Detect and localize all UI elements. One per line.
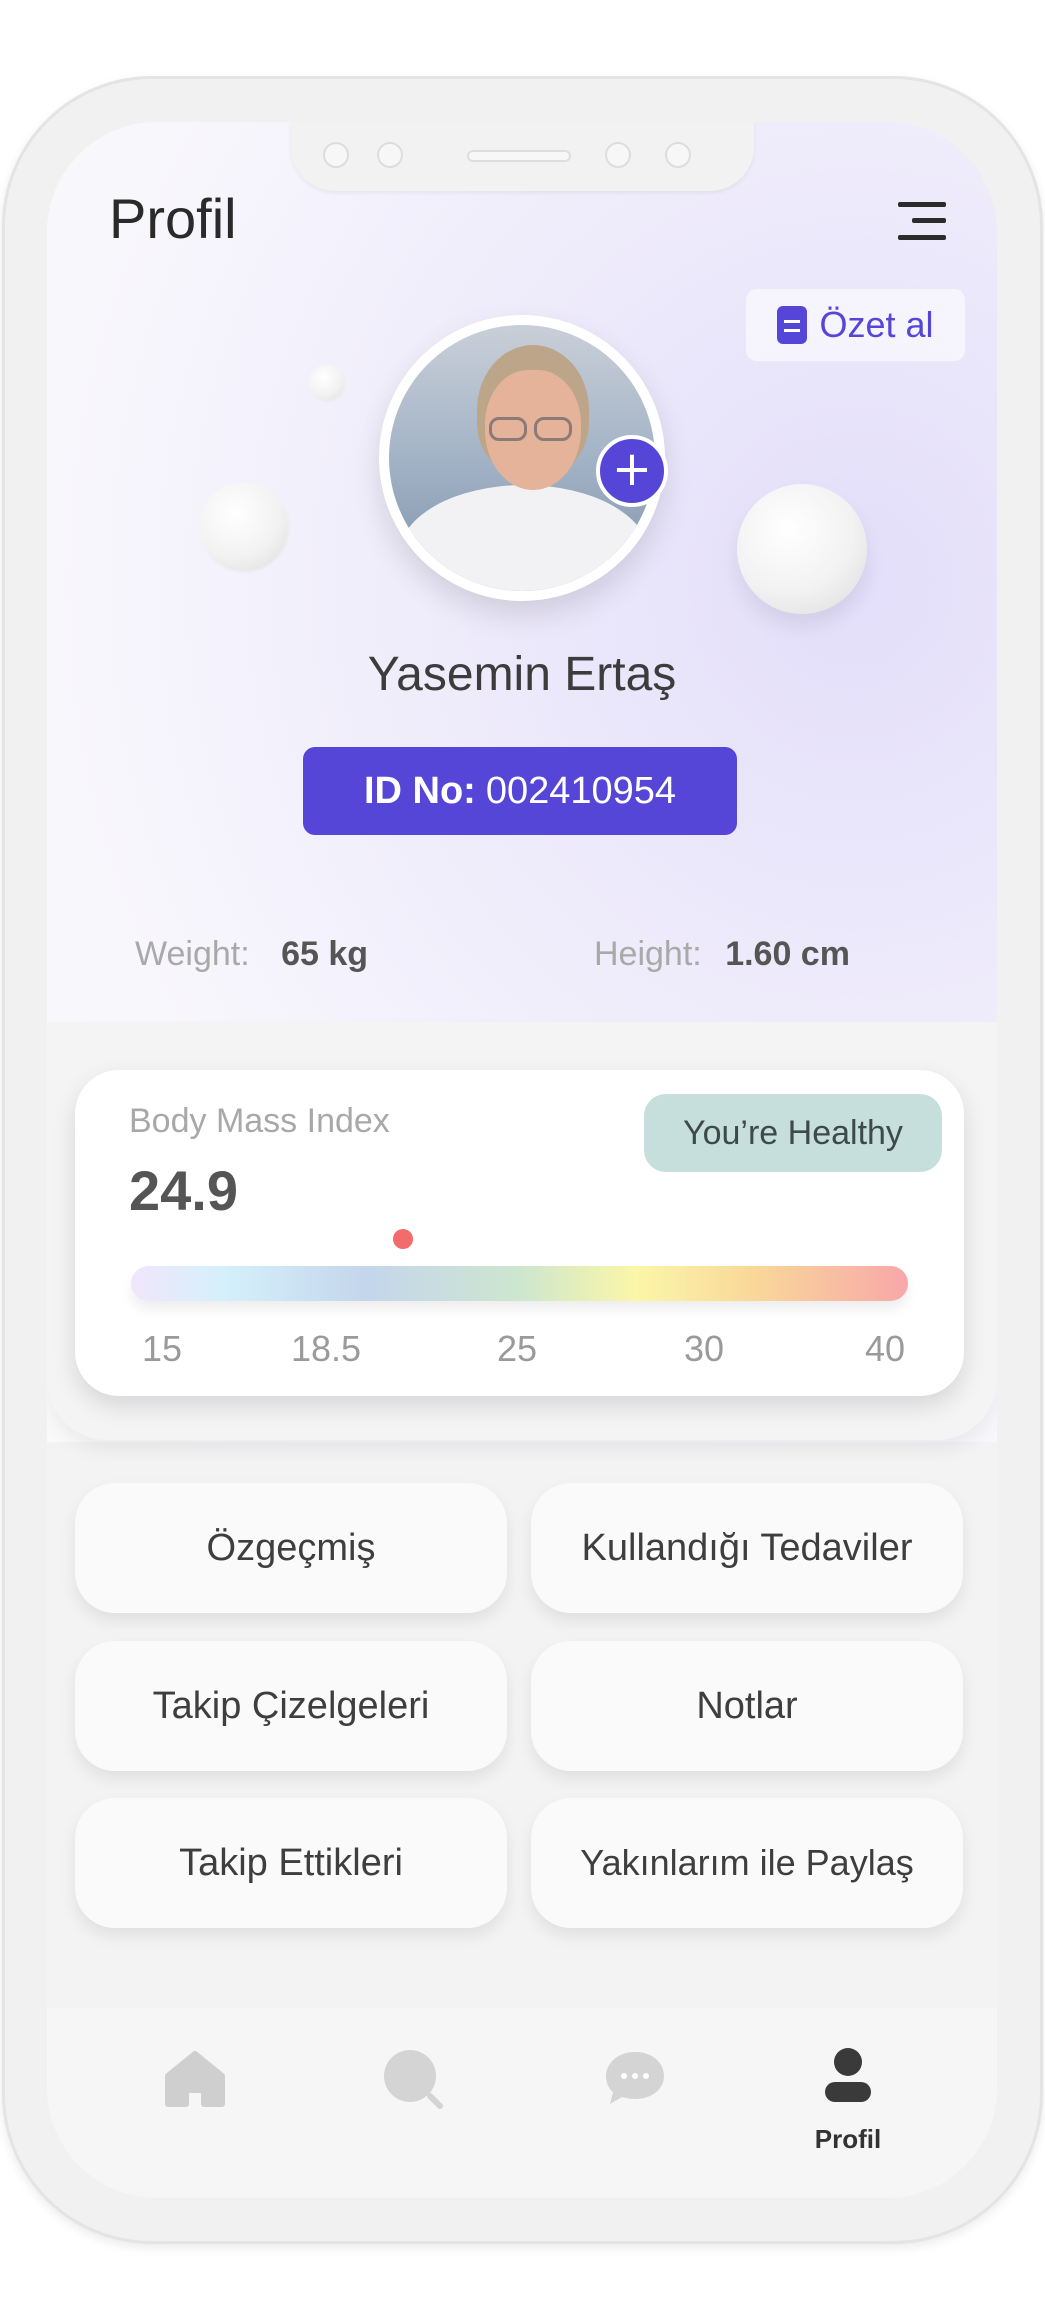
id-value: 002410954	[485, 769, 677, 812]
document-icon	[777, 306, 808, 344]
menu-icon[interactable]	[898, 200, 946, 242]
sensor	[323, 142, 349, 168]
nav-search[interactable]	[370, 2038, 460, 2148]
bottom-nav: Profil	[47, 2008, 997, 2198]
height-stat: Height: 1.60 cm	[594, 935, 850, 974]
id-number-badge: ID No: 002410954	[303, 747, 737, 835]
bmi-tick: 40	[864, 1328, 906, 1369]
notch	[291, 122, 754, 191]
bmi-label: Body Mass Index	[129, 1102, 390, 1140]
bmi-indicator	[393, 1229, 413, 1249]
id-label: ID No:	[363, 769, 476, 812]
tracking-charts-button[interactable]: Takip Çizelgeleri	[75, 1641, 507, 1771]
page-title: Profil	[109, 187, 237, 250]
treatments-button[interactable]: Kullandığı Tedaviler	[531, 1483, 963, 1613]
chat-icon	[606, 2052, 664, 2104]
health-status-badge: You’re Healthy	[644, 1094, 942, 1172]
nav-profile[interactable]: Profil	[803, 2038, 893, 2154]
speaker	[467, 150, 571, 162]
profile-icon	[825, 2048, 871, 2102]
bmi-tick: 30	[683, 1328, 725, 1369]
nav-profile-label: Profil	[814, 2124, 882, 2154]
bmi-value: 24.9	[129, 1159, 238, 1222]
weight-value: 65 kg	[281, 935, 369, 973]
sensor	[377, 142, 403, 168]
decorative-sphere	[309, 365, 345, 401]
ozgecmis-button[interactable]: Özgeçmiş	[75, 1483, 507, 1613]
followed-button[interactable]: Takip Ettikleri	[75, 1798, 507, 1928]
notes-button[interactable]: Notlar	[531, 1641, 963, 1771]
decorative-sphere	[199, 482, 289, 572]
search-icon	[384, 2050, 443, 2109]
summary-button[interactable]: Özet al	[745, 288, 966, 362]
bmi-card: Body Mass Index 24.9 You’re Healthy 15 1…	[75, 1070, 964, 1396]
screen: Profil Özet al + Yasemin Ertaş ID No: 00…	[47, 122, 997, 2198]
bmi-tick: 18.5	[290, 1328, 362, 1369]
plus-icon[interactable]: +	[596, 435, 668, 507]
nav-messages[interactable]	[590, 2038, 680, 2148]
profile-name: Yasemin Ertaş	[367, 648, 677, 701]
home-icon	[165, 2051, 225, 2107]
nav-home[interactable]	[150, 2038, 240, 2148]
height-value: 1.60 cm	[725, 935, 850, 973]
height-label: Height:	[594, 935, 702, 973]
bmi-scale-bar	[131, 1266, 908, 1301]
weight-label: Weight:	[135, 935, 250, 973]
decorative-sphere	[737, 484, 867, 614]
weight-stat: Weight: 65 kg	[135, 935, 368, 974]
bmi-tick: 25	[496, 1328, 538, 1369]
share-with-relatives-button[interactable]: Yakınlarım ile Paylaş	[531, 1798, 963, 1928]
bmi-tick: 15	[141, 1328, 183, 1369]
sensor	[665, 142, 691, 168]
camera	[605, 142, 631, 168]
summary-button-label: Özet al	[819, 304, 934, 345]
